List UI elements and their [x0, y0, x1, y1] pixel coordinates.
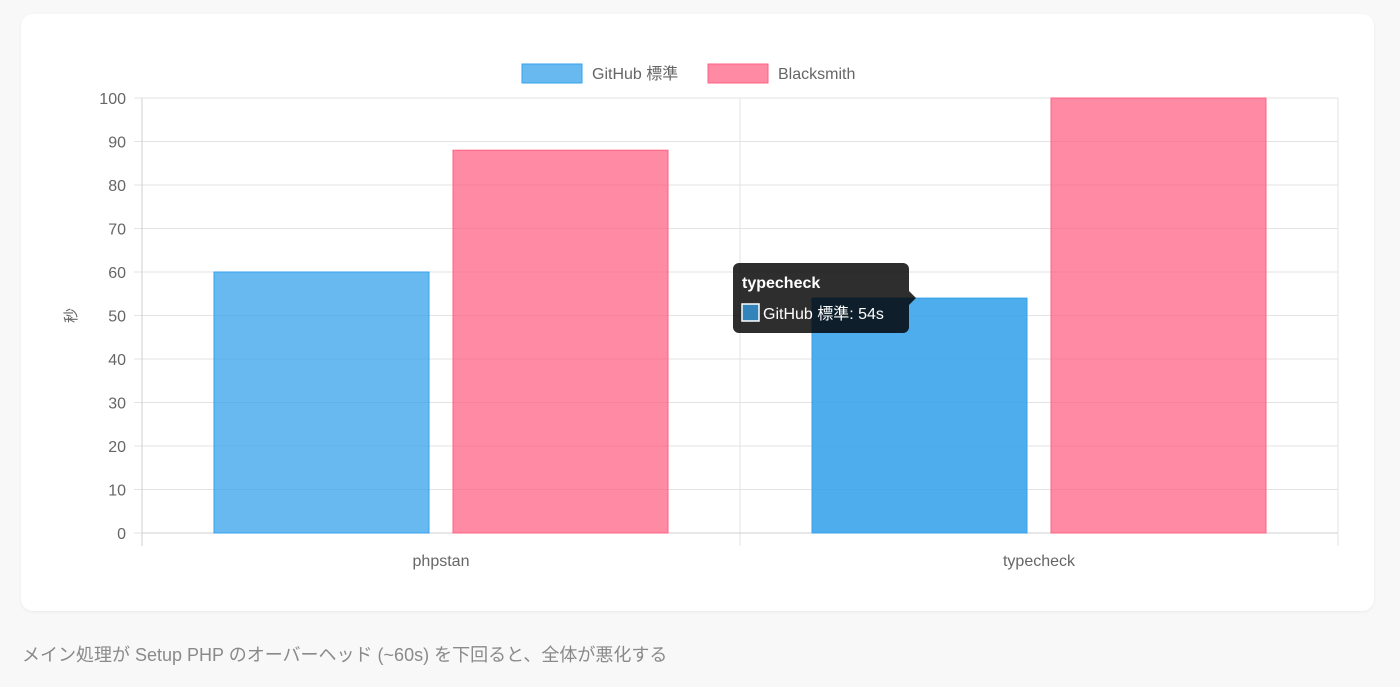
y-tick-label: 70 [108, 222, 126, 239]
y-tick-label: 60 [108, 265, 126, 282]
bar-chart[interactable]: 0 10 20 30 40 50 60 70 80 90 100 phpstan typecheck 秒 G… [0, 0, 1400, 620]
tooltip-swatch [741, 303, 760, 322]
y-tick-label: 20 [108, 439, 126, 456]
legend-item[interactable]: Blacksmith [707, 63, 855, 84]
chart-caption: メイン処理が Setup PHP のオーバーヘッド (~60s) を下回ると、全… [22, 645, 668, 665]
x-tick-label: phpstan [413, 553, 470, 570]
bar-typecheck-0 [811, 297, 1028, 534]
y-tick-label: 30 [108, 396, 126, 413]
legend-item[interactable]: GitHub 標準 [521, 63, 678, 84]
tooltip-title: typecheck [742, 275, 820, 292]
x-tick-label: typecheck [1003, 553, 1076, 570]
bar-phpstan-0 [213, 271, 430, 534]
y-tick-label: 50 [108, 309, 126, 326]
bar-typecheck-1 [1050, 97, 1267, 534]
y-tick-label: 0 [117, 526, 126, 543]
legend-label: GitHub 標準 [592, 65, 678, 83]
y-tick-label: 80 [108, 178, 126, 195]
y-axis-title: 秒 [63, 308, 80, 323]
y-tick-label: 90 [108, 135, 126, 152]
legend-swatch [521, 63, 583, 84]
tooltip-box [733, 263, 909, 333]
tooltip-label: GitHub 標準: 54s [763, 305, 884, 323]
legend-label: Blacksmith [778, 66, 855, 83]
y-tick-label: 10 [108, 483, 126, 500]
y-tick-label: 100 [99, 91, 126, 108]
chart-tooltip: typecheck GitHub 標準: 54s [733, 263, 916, 333]
y-tick-label: 40 [108, 352, 126, 369]
bar-phpstan-1 [452, 149, 669, 534]
tooltip-caret [909, 291, 916, 305]
legend-swatch [707, 63, 769, 84]
